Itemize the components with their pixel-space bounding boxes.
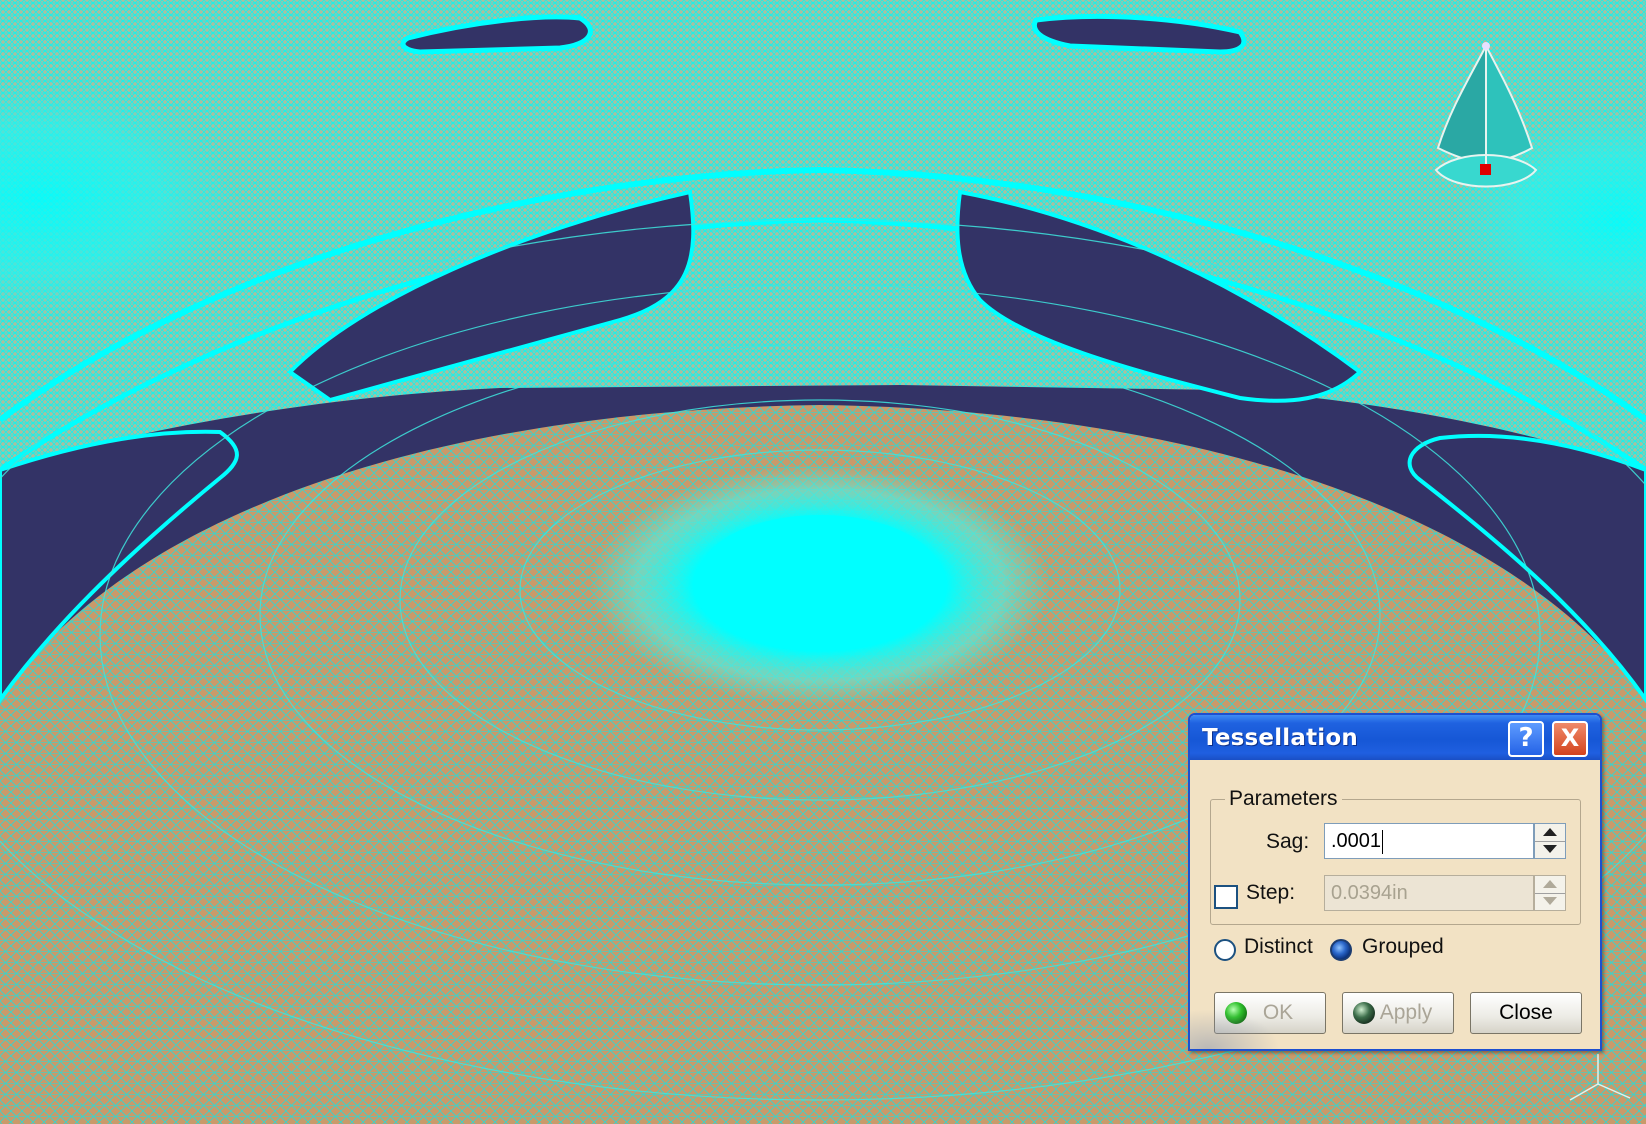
sag-spin-up-icon[interactable] xyxy=(1535,824,1565,842)
dialog-titlebar[interactable]: Tessellation ? X xyxy=(1190,715,1600,760)
grouped-radio[interactable] xyxy=(1330,939,1352,961)
sag-input[interactable]: .0001 xyxy=(1324,823,1534,859)
parameters-legend: Parameters xyxy=(1229,787,1338,810)
close-button[interactable]: Close xyxy=(1470,992,1582,1034)
parameters-group: Parameters xyxy=(1210,787,1581,925)
tessellation-dialog: Tessellation ? X Parameters Sag: .0001 S… xyxy=(1188,713,1602,1051)
step-checkbox[interactable] xyxy=(1214,885,1238,909)
help-button[interactable]: ? xyxy=(1508,721,1544,757)
step-input: 0.0394in xyxy=(1324,875,1534,911)
sag-spin-down-icon[interactable] xyxy=(1535,841,1565,858)
axis-triad-icon xyxy=(1569,1054,1631,1101)
step-label: Step: xyxy=(1246,881,1296,904)
sag-label: Sag: xyxy=(1266,830,1310,853)
apply-button: Apply xyxy=(1342,992,1454,1034)
dialog-title: Tessellation xyxy=(1202,725,1358,751)
compass-icon[interactable] xyxy=(1428,40,1538,200)
step-spin-down-icon xyxy=(1535,893,1565,910)
distinct-radio[interactable] xyxy=(1214,939,1236,961)
distinct-label: Distinct xyxy=(1244,935,1313,958)
grouped-label: Grouped xyxy=(1362,935,1444,958)
apply-ball-icon xyxy=(1353,1002,1375,1024)
sag-spinner[interactable] xyxy=(1534,823,1566,859)
dialog-watermark xyxy=(1190,1009,1280,1049)
step-spinner xyxy=(1534,875,1566,911)
close-icon[interactable]: X xyxy=(1552,721,1588,757)
step-spin-up-icon xyxy=(1535,876,1565,894)
